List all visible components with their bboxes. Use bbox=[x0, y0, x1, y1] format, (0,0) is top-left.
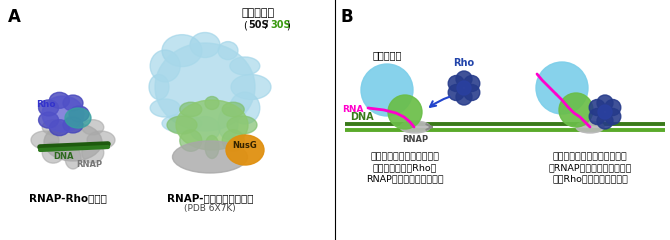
Circle shape bbox=[456, 89, 472, 105]
Ellipse shape bbox=[155, 43, 255, 131]
Ellipse shape bbox=[230, 92, 260, 124]
Text: 翻訳が停止するとリボソーム: 翻訳が停止するとリボソーム bbox=[553, 152, 627, 161]
Text: NusG: NusG bbox=[232, 140, 257, 150]
Ellipse shape bbox=[150, 99, 180, 117]
Ellipse shape bbox=[42, 120, 64, 135]
Text: RNAPにアクセスできない: RNAPにアクセスできない bbox=[366, 174, 444, 183]
Ellipse shape bbox=[190, 32, 220, 58]
Ellipse shape bbox=[162, 35, 202, 66]
Ellipse shape bbox=[150, 50, 180, 82]
Circle shape bbox=[605, 108, 621, 125]
Text: /: / bbox=[265, 20, 268, 30]
Ellipse shape bbox=[222, 102, 244, 117]
Circle shape bbox=[559, 93, 593, 127]
Text: (PDB 6X7K): (PDB 6X7K) bbox=[184, 204, 236, 213]
Ellipse shape bbox=[44, 123, 102, 161]
Text: RNAP: RNAP bbox=[402, 135, 428, 144]
Circle shape bbox=[448, 84, 464, 101]
Ellipse shape bbox=[180, 130, 202, 151]
Ellipse shape bbox=[226, 135, 264, 165]
Circle shape bbox=[456, 71, 472, 87]
Circle shape bbox=[536, 62, 588, 114]
Ellipse shape bbox=[50, 120, 70, 136]
Ellipse shape bbox=[65, 147, 81, 169]
Text: RNAP-Rho複合体: RNAP-Rho複合体 bbox=[29, 193, 107, 203]
Ellipse shape bbox=[222, 130, 244, 151]
Ellipse shape bbox=[149, 74, 169, 100]
Text: リボソーム: リボソーム bbox=[373, 50, 402, 60]
Ellipse shape bbox=[31, 131, 59, 149]
Circle shape bbox=[388, 95, 422, 129]
Text: A: A bbox=[8, 8, 21, 26]
Ellipse shape bbox=[63, 95, 83, 111]
Ellipse shape bbox=[69, 106, 89, 122]
Ellipse shape bbox=[180, 102, 202, 117]
Text: B: B bbox=[341, 8, 354, 26]
Text: (: ( bbox=[243, 20, 247, 30]
Ellipse shape bbox=[42, 96, 84, 132]
Circle shape bbox=[464, 84, 480, 101]
Ellipse shape bbox=[231, 74, 271, 100]
Text: Rho: Rho bbox=[36, 100, 56, 109]
Ellipse shape bbox=[205, 96, 219, 109]
Ellipse shape bbox=[82, 142, 104, 163]
Ellipse shape bbox=[172, 141, 247, 173]
Ellipse shape bbox=[400, 121, 430, 133]
Circle shape bbox=[361, 64, 413, 116]
Text: とRNAPの間にスペースが生: とRNAPの間にスペースが生 bbox=[548, 163, 632, 172]
Ellipse shape bbox=[82, 120, 104, 135]
Text: しているとき、Rhoは: しているとき、Rhoは bbox=[373, 163, 438, 172]
Ellipse shape bbox=[227, 116, 257, 134]
Circle shape bbox=[598, 105, 612, 119]
Circle shape bbox=[457, 81, 471, 95]
Text: じ、Rhoがアクセスできる: じ、Rhoがアクセスできる bbox=[552, 174, 628, 183]
Ellipse shape bbox=[39, 100, 58, 116]
Ellipse shape bbox=[162, 114, 202, 132]
Ellipse shape bbox=[63, 117, 83, 133]
Text: 転写と翻訳がカップリング: 転写と翻訳がカップリング bbox=[371, 152, 440, 161]
Ellipse shape bbox=[65, 108, 91, 128]
Text: DNA: DNA bbox=[350, 112, 374, 122]
Circle shape bbox=[597, 113, 613, 129]
Ellipse shape bbox=[218, 42, 238, 60]
Text: RNAP: RNAP bbox=[76, 160, 102, 169]
Ellipse shape bbox=[205, 136, 219, 158]
Ellipse shape bbox=[576, 121, 604, 133]
Ellipse shape bbox=[167, 116, 197, 134]
Circle shape bbox=[597, 95, 613, 111]
Text: RNAP-リボソーム複合体: RNAP-リボソーム複合体 bbox=[167, 193, 253, 203]
Ellipse shape bbox=[87, 131, 115, 149]
Ellipse shape bbox=[218, 108, 238, 139]
Text: ): ) bbox=[286, 20, 289, 30]
Text: リボソーム: リボソーム bbox=[241, 8, 275, 18]
Ellipse shape bbox=[176, 100, 248, 150]
Text: DNA: DNA bbox=[53, 152, 74, 161]
Ellipse shape bbox=[42, 142, 64, 163]
Circle shape bbox=[605, 100, 621, 115]
Ellipse shape bbox=[39, 112, 58, 128]
Text: RNA: RNA bbox=[342, 104, 364, 114]
Circle shape bbox=[448, 76, 464, 91]
Circle shape bbox=[464, 76, 480, 91]
Text: 30S: 30S bbox=[270, 20, 291, 30]
Text: 50S: 50S bbox=[248, 20, 269, 30]
Ellipse shape bbox=[230, 57, 260, 75]
Ellipse shape bbox=[65, 115, 81, 129]
Ellipse shape bbox=[50, 92, 70, 108]
Text: Rho: Rho bbox=[454, 58, 474, 68]
Circle shape bbox=[589, 108, 605, 125]
Circle shape bbox=[589, 100, 605, 115]
Ellipse shape bbox=[190, 116, 220, 142]
